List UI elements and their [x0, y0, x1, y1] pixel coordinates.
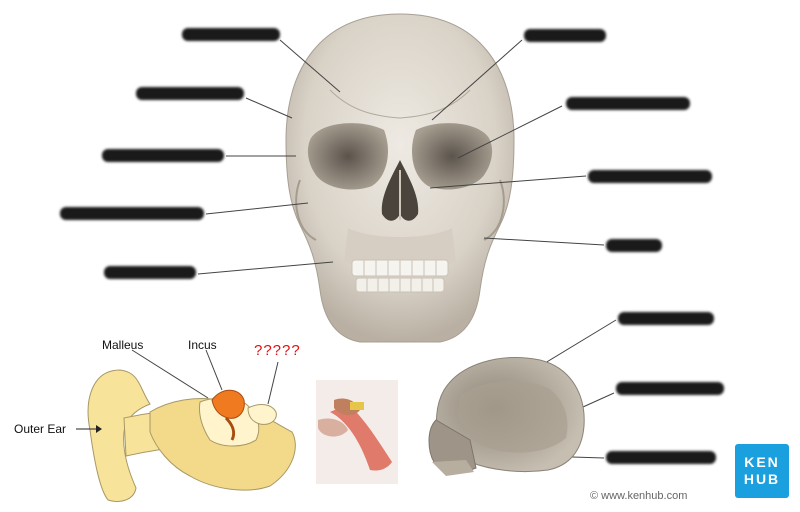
redacted-label-top-left — [182, 28, 280, 41]
redacted-label-left-5 — [104, 266, 196, 279]
redacted-label-left-2 — [136, 87, 244, 100]
copyright-credit: © www.kenhub.com — [590, 490, 688, 502]
sagittal-skull — [428, 357, 585, 476]
redacted-label-right-3 — [588, 170, 712, 183]
redacted-label-right-5 — [618, 312, 714, 325]
incus-label: Incus — [188, 338, 217, 352]
logo-line-1: KEN — [744, 454, 780, 470]
inner-ear-inset — [316, 380, 398, 484]
leader-lines — [197, 39, 617, 459]
redacted-label-left-3 — [102, 149, 224, 162]
lower-teeth — [355, 277, 445, 293]
ear-diagram — [76, 349, 296, 502]
redacted-label-top-right — [524, 29, 606, 42]
frontal-skull — [285, 13, 515, 343]
redacted-label-right-6 — [616, 382, 724, 395]
kenhub-logo: KEN HUB — [735, 444, 789, 498]
redacted-label-right-7 — [606, 451, 716, 464]
redacted-label-right-4 — [606, 239, 662, 252]
malleus-label: Malleus — [102, 338, 144, 352]
logo-line-2: HUB — [743, 471, 781, 487]
upper-teeth — [351, 259, 449, 277]
redacted-label-right-2 — [566, 97, 690, 110]
outer-ear-label: Outer Ear — [14, 422, 67, 436]
redacted-label-left-4 — [60, 207, 204, 220]
unknown-ossicle-label: ????? — [254, 342, 301, 359]
